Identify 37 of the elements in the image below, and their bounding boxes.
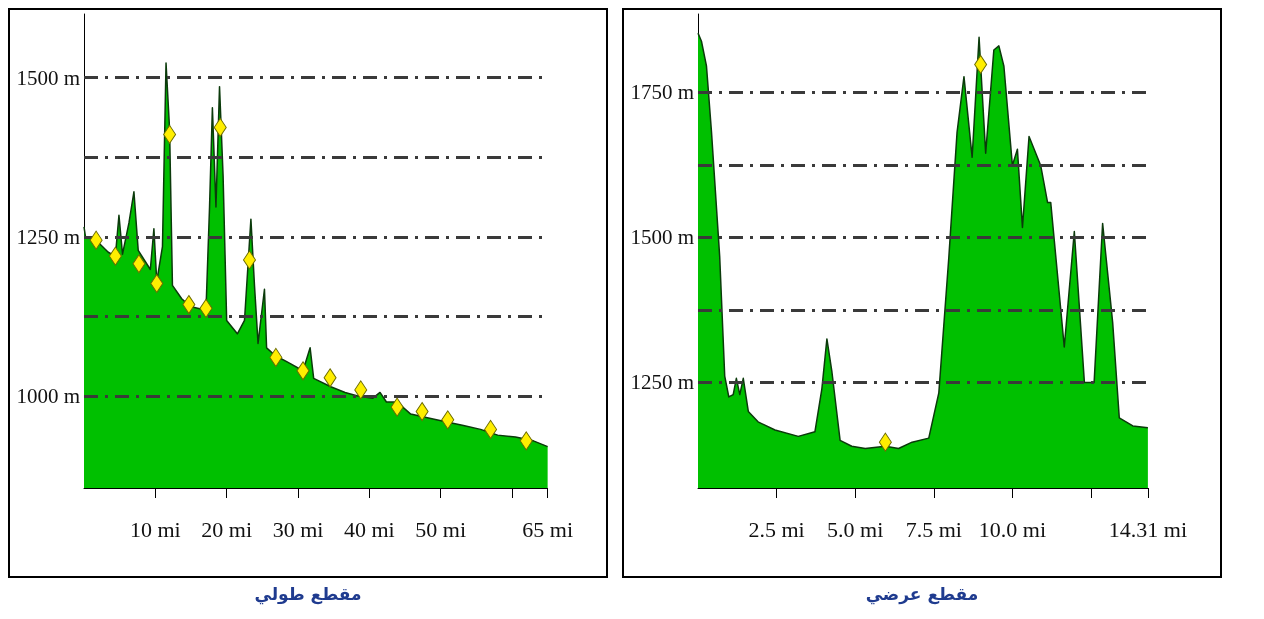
y-tick-label: 1250 m <box>16 224 80 249</box>
point <box>415 402 429 422</box>
x-tick-label: 50 mi <box>415 516 467 542</box>
point <box>199 298 213 318</box>
x-tick-label: 30 mi <box>272 516 324 542</box>
x-tick-label: 10.0 mi <box>978 516 1046 542</box>
point <box>484 419 498 439</box>
x-tick-label: 20 mi <box>201 516 253 542</box>
point <box>390 397 404 417</box>
x-tick-label: 40 mi <box>343 516 395 542</box>
x-tick-label: 10 mi <box>129 516 181 542</box>
point <box>132 254 146 274</box>
point <box>213 117 227 137</box>
text: مقطع طولي <box>254 584 362 604</box>
y-tick-label: 1000 m <box>16 384 80 409</box>
point <box>182 295 196 315</box>
point <box>441 410 455 430</box>
x-tick-label: 5.0 mi <box>827 516 884 542</box>
y-tick-label: 1500 m <box>16 65 80 90</box>
y-tick-label: 1750 m <box>630 80 694 105</box>
x-tick-label: 14.31 mi <box>1108 516 1187 542</box>
point <box>323 368 337 388</box>
y-tick-label: 1500 m <box>630 225 694 250</box>
point <box>269 347 283 367</box>
point <box>242 250 256 270</box>
point <box>163 124 177 144</box>
x-tick-label: 2.5 mi <box>748 516 805 542</box>
point <box>89 230 103 250</box>
text: مقطع عرضي <box>865 584 979 604</box>
point <box>519 431 533 451</box>
point <box>150 273 164 293</box>
x-tick-label: 7.5 mi <box>905 516 962 542</box>
y-tick-label: 1250 m <box>630 370 694 395</box>
point <box>354 380 368 400</box>
point <box>296 361 310 381</box>
point <box>108 246 122 266</box>
x-tick-label: 65 mi <box>522 516 573 542</box>
